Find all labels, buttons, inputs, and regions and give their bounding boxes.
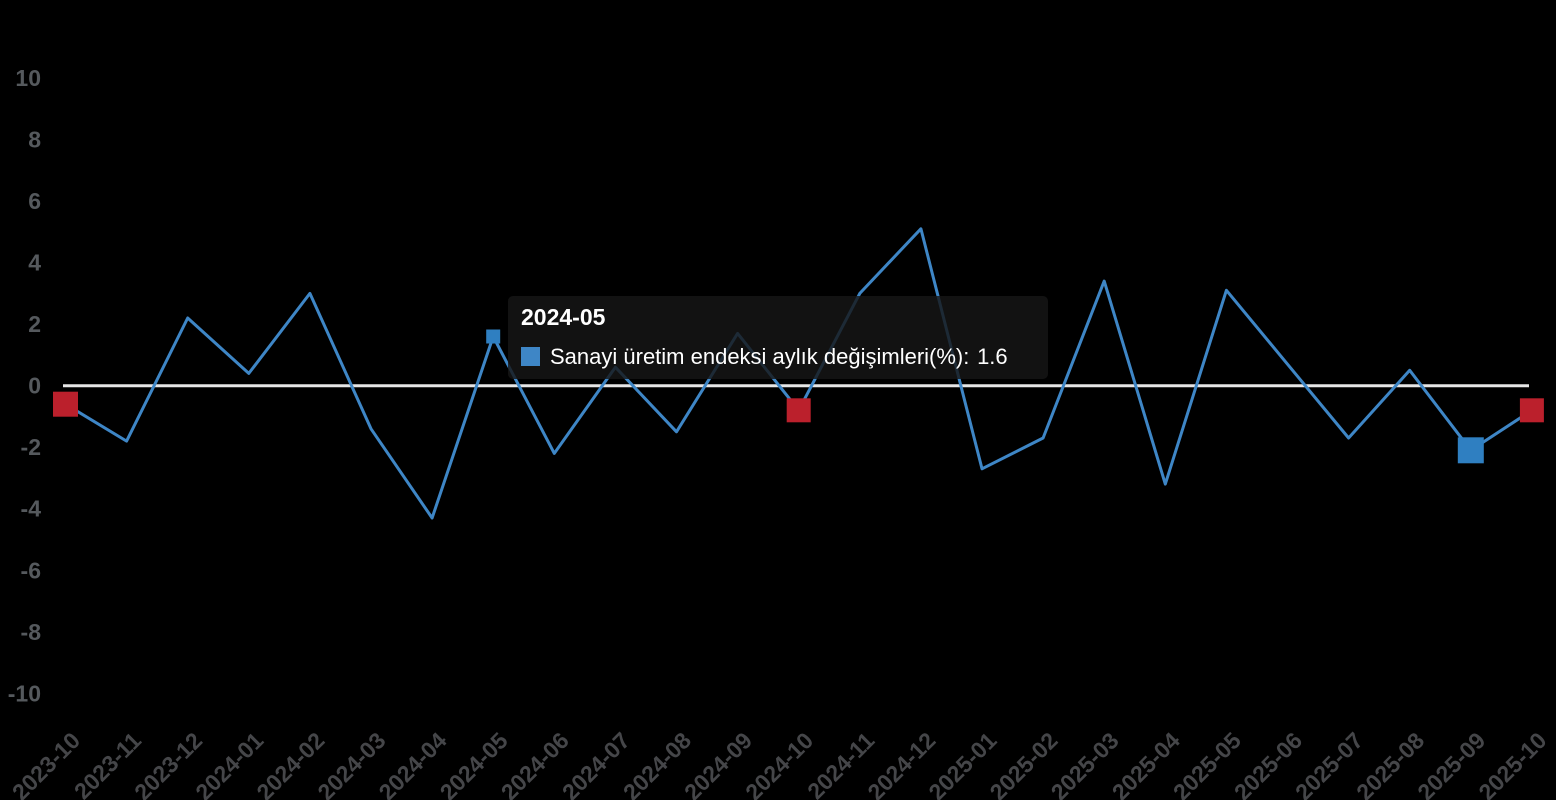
y-tick-label: -6 bbox=[21, 557, 41, 583]
tooltip-series-row: Sanayi üretim endeksi aylık değişimleri(… bbox=[521, 344, 1034, 369]
data-point-marker[interactable] bbox=[1457, 437, 1484, 464]
data-point-marker[interactable] bbox=[1519, 398, 1544, 423]
tooltip-date: 2024-05 bbox=[521, 304, 606, 330]
y-tick-label: 0 bbox=[28, 373, 41, 399]
tooltip: 2024-05 Sanayi üretim endeksi aylık deği… bbox=[508, 296, 1048, 379]
y-tick-label: 8 bbox=[28, 127, 41, 153]
y-tick-label: -2 bbox=[21, 434, 41, 460]
y-tick-label: -10 bbox=[8, 680, 41, 706]
data-point-marker[interactable] bbox=[786, 398, 811, 423]
y-tick-label: 4 bbox=[28, 250, 41, 276]
tooltip-value: 1.6 bbox=[977, 344, 1008, 369]
y-tick-label: 10 bbox=[15, 65, 41, 91]
hovered-data-point-marker[interactable] bbox=[486, 329, 501, 344]
y-tick-label: -4 bbox=[21, 496, 42, 522]
y-tick-label: 6 bbox=[28, 188, 41, 214]
x-tick-label: 2025-10 bbox=[1473, 727, 1551, 800]
y-tick-label: 2 bbox=[28, 311, 41, 337]
series-swatch-icon bbox=[521, 347, 540, 366]
y-tick-label: -8 bbox=[21, 619, 42, 645]
tooltip-series-label: Sanayi üretim endeksi aylık değişimleri(… bbox=[550, 344, 970, 369]
data-point-marker[interactable] bbox=[53, 391, 78, 417]
